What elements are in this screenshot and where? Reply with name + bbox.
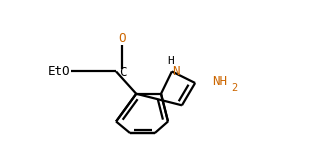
Text: O: O [118, 32, 126, 45]
Text: N: N [172, 65, 179, 78]
Text: 2: 2 [231, 83, 238, 93]
Text: EtO: EtO [48, 65, 71, 78]
Text: H: H [167, 56, 174, 66]
Text: NH: NH [213, 75, 228, 88]
Text: C: C [119, 66, 127, 79]
